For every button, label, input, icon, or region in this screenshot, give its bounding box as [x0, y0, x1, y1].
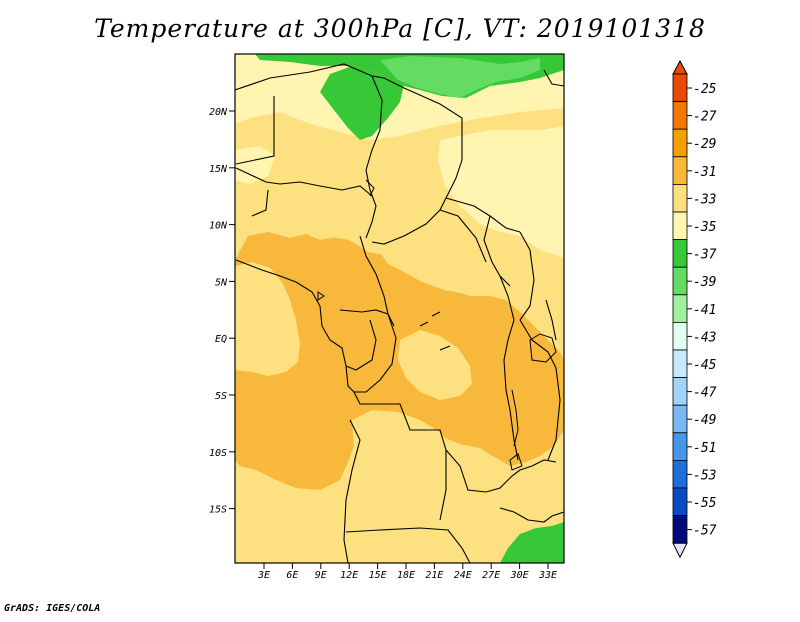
- colorbar-swatch: [672, 404, 688, 434]
- colorbar-swatch: [672, 294, 688, 323]
- colorbar-label: -27: [693, 110, 717, 125]
- lakes-and-coast: [317, 179, 557, 471]
- temperature-zone-east-pale: [438, 126, 564, 258]
- lon-label: 21E: [425, 570, 443, 581]
- colorbar-label: -41: [693, 303, 716, 318]
- lat-label: 10S: [209, 448, 227, 459]
- map-frame: [234, 53, 565, 564]
- colorbar-swatch: [672, 266, 688, 296]
- colorbar-label: -47: [693, 386, 717, 401]
- lon-label: 18E: [397, 570, 415, 581]
- colorbar-label: -37: [693, 248, 717, 263]
- temperature-zone-west-cool: [235, 262, 300, 376]
- colorbar-top-arrow: [672, 59, 688, 75]
- colorbar-swatch: [672, 349, 688, 379]
- colorbar-label: -45: [693, 358, 717, 373]
- temperature-zone-north-lightgreen: [380, 56, 540, 98]
- colorbar: -25 -27 -29 -31 -33 -35 -37 -39 -41 -43 -45 -47 -49 -…: [672, 59, 717, 559]
- country-borders: [235, 63, 564, 563]
- colorbar-label: -29: [693, 137, 716, 152]
- lon-label: 15E: [369, 570, 387, 581]
- colorbar-swatch: [672, 73, 688, 103]
- chart-title: Temperature at 300hPa [C], VT: 201910131…: [94, 14, 706, 43]
- grads-credit: GrADS: IGES/COLA: [4, 603, 101, 614]
- lon-label: 33E: [538, 570, 557, 581]
- colorbar-label: -55: [693, 496, 717, 511]
- lat-label: 15N: [209, 164, 228, 175]
- lat-label: 15S: [209, 505, 227, 516]
- temperature-zone-south-cool: [340, 410, 456, 563]
- temperature-zone-north-cool: [262, 186, 380, 244]
- lon-label: 12E: [340, 570, 358, 581]
- colorbar-swatch: [672, 377, 688, 406]
- temperature-zone-center-cool: [398, 330, 472, 400]
- latitude-axis: 20N 15N 10N 5N EQ 5S 10S 15S: [209, 107, 235, 516]
- lat-label: 20N: [209, 107, 228, 118]
- colorbar-swatch: [672, 239, 688, 268]
- lon-label: 9E: [315, 570, 327, 581]
- lat-label: EQ: [215, 334, 227, 345]
- lon-label: 3E: [257, 570, 270, 581]
- colorbar-label: -25: [693, 82, 717, 97]
- lon-label: 30E: [510, 570, 529, 581]
- lon-label: 24E: [454, 570, 472, 581]
- colorbar-swatch: [672, 487, 688, 517]
- lat-label: 5S: [215, 391, 227, 402]
- colorbar-label: -39: [693, 275, 716, 290]
- colorbar-swatch: [672, 515, 688, 544]
- lon-label: 27E: [482, 570, 500, 581]
- colorbar-label: -51: [693, 441, 716, 456]
- colorbar-label: -57: [693, 524, 717, 539]
- temperature-zone-southeast-green: [500, 522, 564, 563]
- temperature-zone-northwest-pale: [235, 146, 275, 184]
- colorbar-swatch: [672, 101, 688, 130]
- temperature-zone-sahara-green: [320, 66, 404, 140]
- temperature-zone-mid-cool: [378, 236, 482, 294]
- colorbar-swatch: [672, 156, 688, 185]
- colorbar-swatch: [672, 432, 688, 461]
- colorbar-swatch: [672, 128, 688, 158]
- map-area: [235, 54, 564, 563]
- colorbar-label: -33: [693, 192, 716, 207]
- colorbar-swatch: [672, 211, 688, 241]
- lat-label: 5N: [215, 277, 228, 288]
- colorbar-label: -43: [693, 330, 716, 345]
- temperature-zone-southeast-cool: [446, 456, 564, 556]
- longitude-axis: 3E 6E 9E 12E 15E 18E 21E 24E 27E 30E 33E: [257, 563, 557, 581]
- colorbar-label: -53: [693, 468, 716, 483]
- colorbar-bottom-arrow: [672, 542, 688, 559]
- colorbar-swatch: [672, 321, 688, 351]
- colorbar-label: -31: [693, 165, 716, 180]
- colorbar-swatch: [672, 459, 688, 489]
- colorbar-label: -35: [693, 220, 717, 235]
- colorbar-swatch: [672, 183, 688, 213]
- lon-label: 6E: [286, 570, 298, 581]
- temperature-zone-southwest-cool: [235, 480, 350, 563]
- lat-label: 10N: [209, 221, 228, 232]
- colorbar-label: -49: [693, 413, 716, 428]
